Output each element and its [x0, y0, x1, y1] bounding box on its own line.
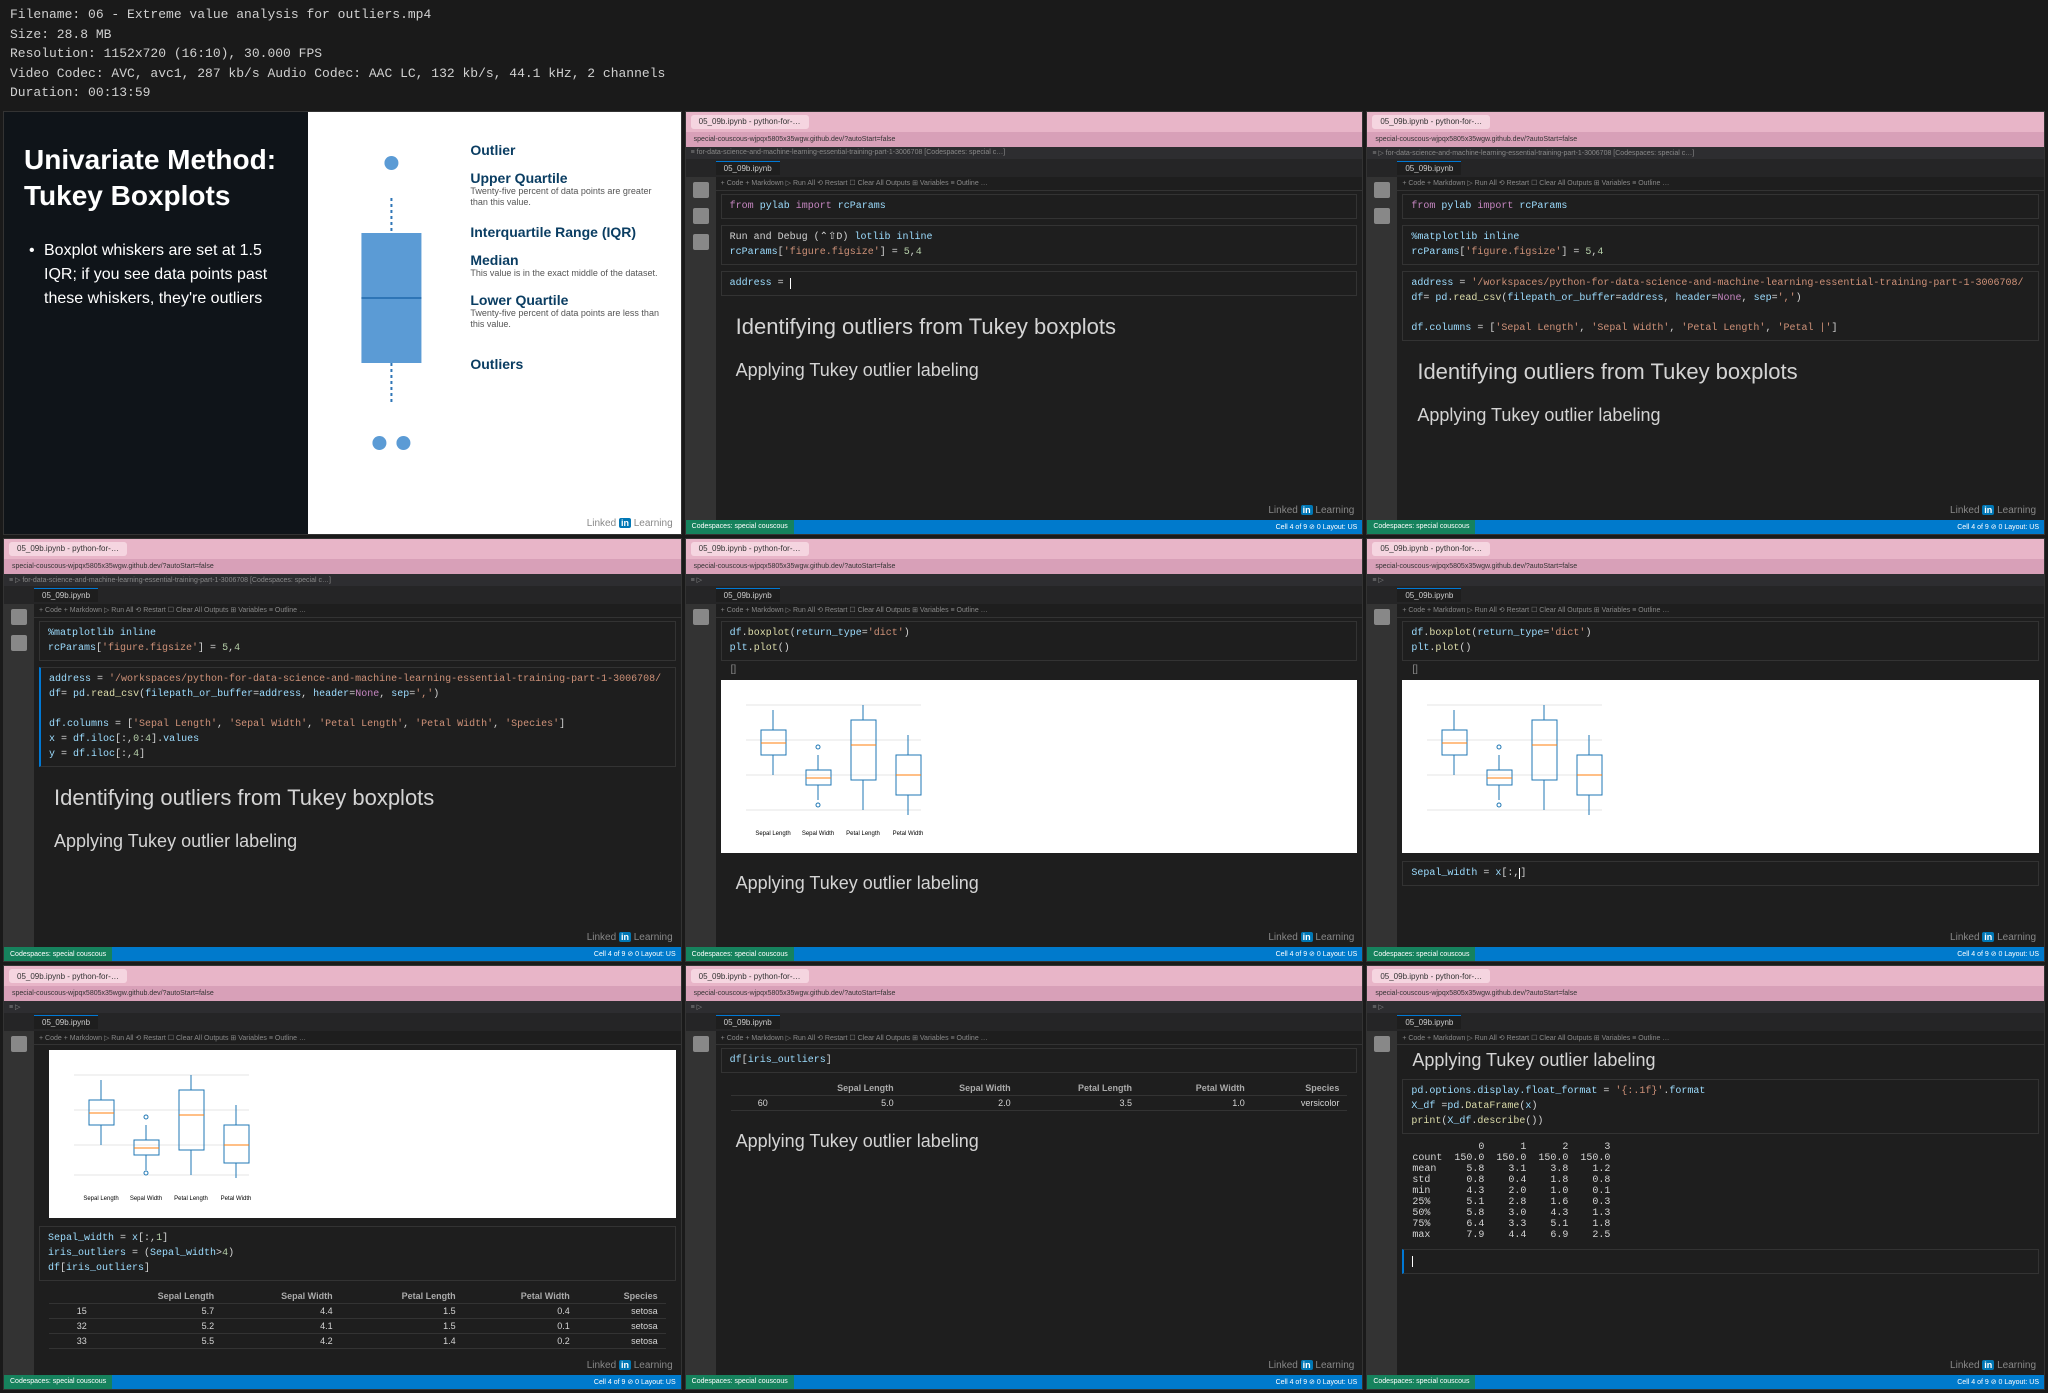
label-median: Median [470, 252, 665, 268]
tile-vscode-4: 05_09b.ipynb - python-for-… special-cous… [3, 538, 682, 962]
describe-output: 0 1 2 3 count 150.0 150.0 150.0 150.0 me… [1412, 1142, 2029, 1241]
meta-size: Size: 28.8 MB [10, 25, 2038, 45]
slide-bullet: Boxplot whiskers are set at 1.5 IQR; if … [24, 239, 288, 311]
file-tab[interactable]: 05_09b.ipynb [716, 161, 780, 175]
svg-text:Petal Width: Petal Width [221, 1196, 252, 1202]
notebook-toolbar[interactable]: + Code + Markdown ▷ Run All ⟲ Restart ☐ … [716, 177, 1363, 191]
label-lq: Lower Quartile [470, 292, 665, 308]
label-outlier: Outlier [470, 142, 665, 158]
label-iqr: Interquartile Range (IQR) [470, 224, 665, 240]
code-cell[interactable]: Run and Debug (⌃⇧D) lotlib inlinercParam… [721, 225, 1358, 265]
svg-text:Sepal Length: Sepal Length [755, 831, 790, 837]
label-uq: Upper Quartile [470, 170, 665, 186]
thumbnail-grid: Univariate Method: Tukey Boxplots Boxplo… [0, 108, 2048, 1393]
boxplot-diagram [323, 133, 460, 513]
slide-title: Univariate Method: Tukey Boxplots [24, 142, 288, 215]
meta-resolution: Resolution: 1152x720 (16:10), 30.000 FPS [10, 44, 2038, 64]
status-bar: Codespaces: special couscousCell 4 of 9 … [686, 520, 1363, 534]
search-icon[interactable] [693, 208, 709, 224]
tile-vscode-9: 05_09b.ipynb - python-for-… special-cous… [1366, 965, 2045, 1389]
tile-vscode-7: 05_09b.ipynb - python-for-… special-cous… [3, 965, 682, 1389]
file-metadata: Filename: 06 - Extreme value analysis fo… [0, 0, 2048, 108]
meta-codec: Video Codec: AVC, avc1, 287 kb/s Audio C… [10, 64, 2038, 84]
svg-text:Petal Width: Petal Width [892, 831, 923, 837]
label-outliers2: Outliers [470, 356, 665, 372]
boxplot-chart-output: Sepal Length Sepal Width Petal Length Petal… [49, 1050, 676, 1218]
code-cell[interactable]: from pylab import rcParams [721, 194, 1358, 219]
activity-bar [686, 177, 716, 520]
meta-duration: Duration: 00:13:59 [10, 83, 2038, 103]
code-cell[interactable]: address = [721, 271, 1358, 296]
tile-vscode-3: 05_09b.ipynb - python-for-… special-cous… [1366, 111, 2045, 535]
linkedin-watermark: Linked in Learning [587, 518, 673, 529]
browser-tab[interactable]: 05_09b.ipynb - python-for-… [691, 115, 809, 129]
linkedin-watermark: Linked in Learning [1268, 505, 1354, 516]
tile-vscode-8: 05_09b.ipynb - python-for-… special-cous… [685, 965, 1364, 1389]
boxplot-chart-output: Sepal Length Sepal Width Petal Length Petal… [721, 680, 1358, 853]
meta-filename: Filename: 06 - Extreme value analysis fo… [10, 5, 2038, 25]
tile-slide: Univariate Method: Tukey Boxplots Boxplo… [3, 111, 682, 535]
svg-text:Petal Length: Petal Length [846, 831, 880, 837]
svg-text:Sepal Length: Sepal Length [83, 1196, 118, 1202]
git-icon[interactable] [693, 234, 709, 250]
vscode-title: ≡ for-data-science-and-machine-learning-… [686, 147, 1363, 159]
svg-text:Sepal Width: Sepal Width [130, 1196, 162, 1202]
boxplot-chart-output [1402, 680, 2039, 853]
tile-vscode-6: 05_09b.ipynb - python-for-… special-cous… [1366, 538, 2045, 962]
tile-vscode-5: 05_09b.ipynb - python-for-… special-cous… [685, 538, 1364, 962]
svg-text:Petal Length: Petal Length [174, 1196, 208, 1202]
markdown-cell: Identifying outliers from Tukey boxplots… [736, 314, 1343, 381]
files-icon[interactable] [693, 182, 709, 198]
output-table: Sepal LengthSepal WidthPetal LengthPetal… [731, 1081, 1348, 1111]
editor-tabs: 05_09b.ipynb [686, 159, 1363, 177]
output-table: Sepal LengthSepal WidthPetal LengthPetal… [49, 1289, 666, 1349]
tile-vscode-2: 05_09b.ipynb - python-for-… special-cous… [685, 111, 1364, 535]
svg-text:Sepal Width: Sepal Width [801, 831, 833, 837]
url-bar[interactable]: special-couscous-wjpqx5805x35wgw.github.… [686, 132, 1363, 147]
browser-tab-bar: 05_09b.ipynb - python-for-… [686, 112, 1363, 132]
